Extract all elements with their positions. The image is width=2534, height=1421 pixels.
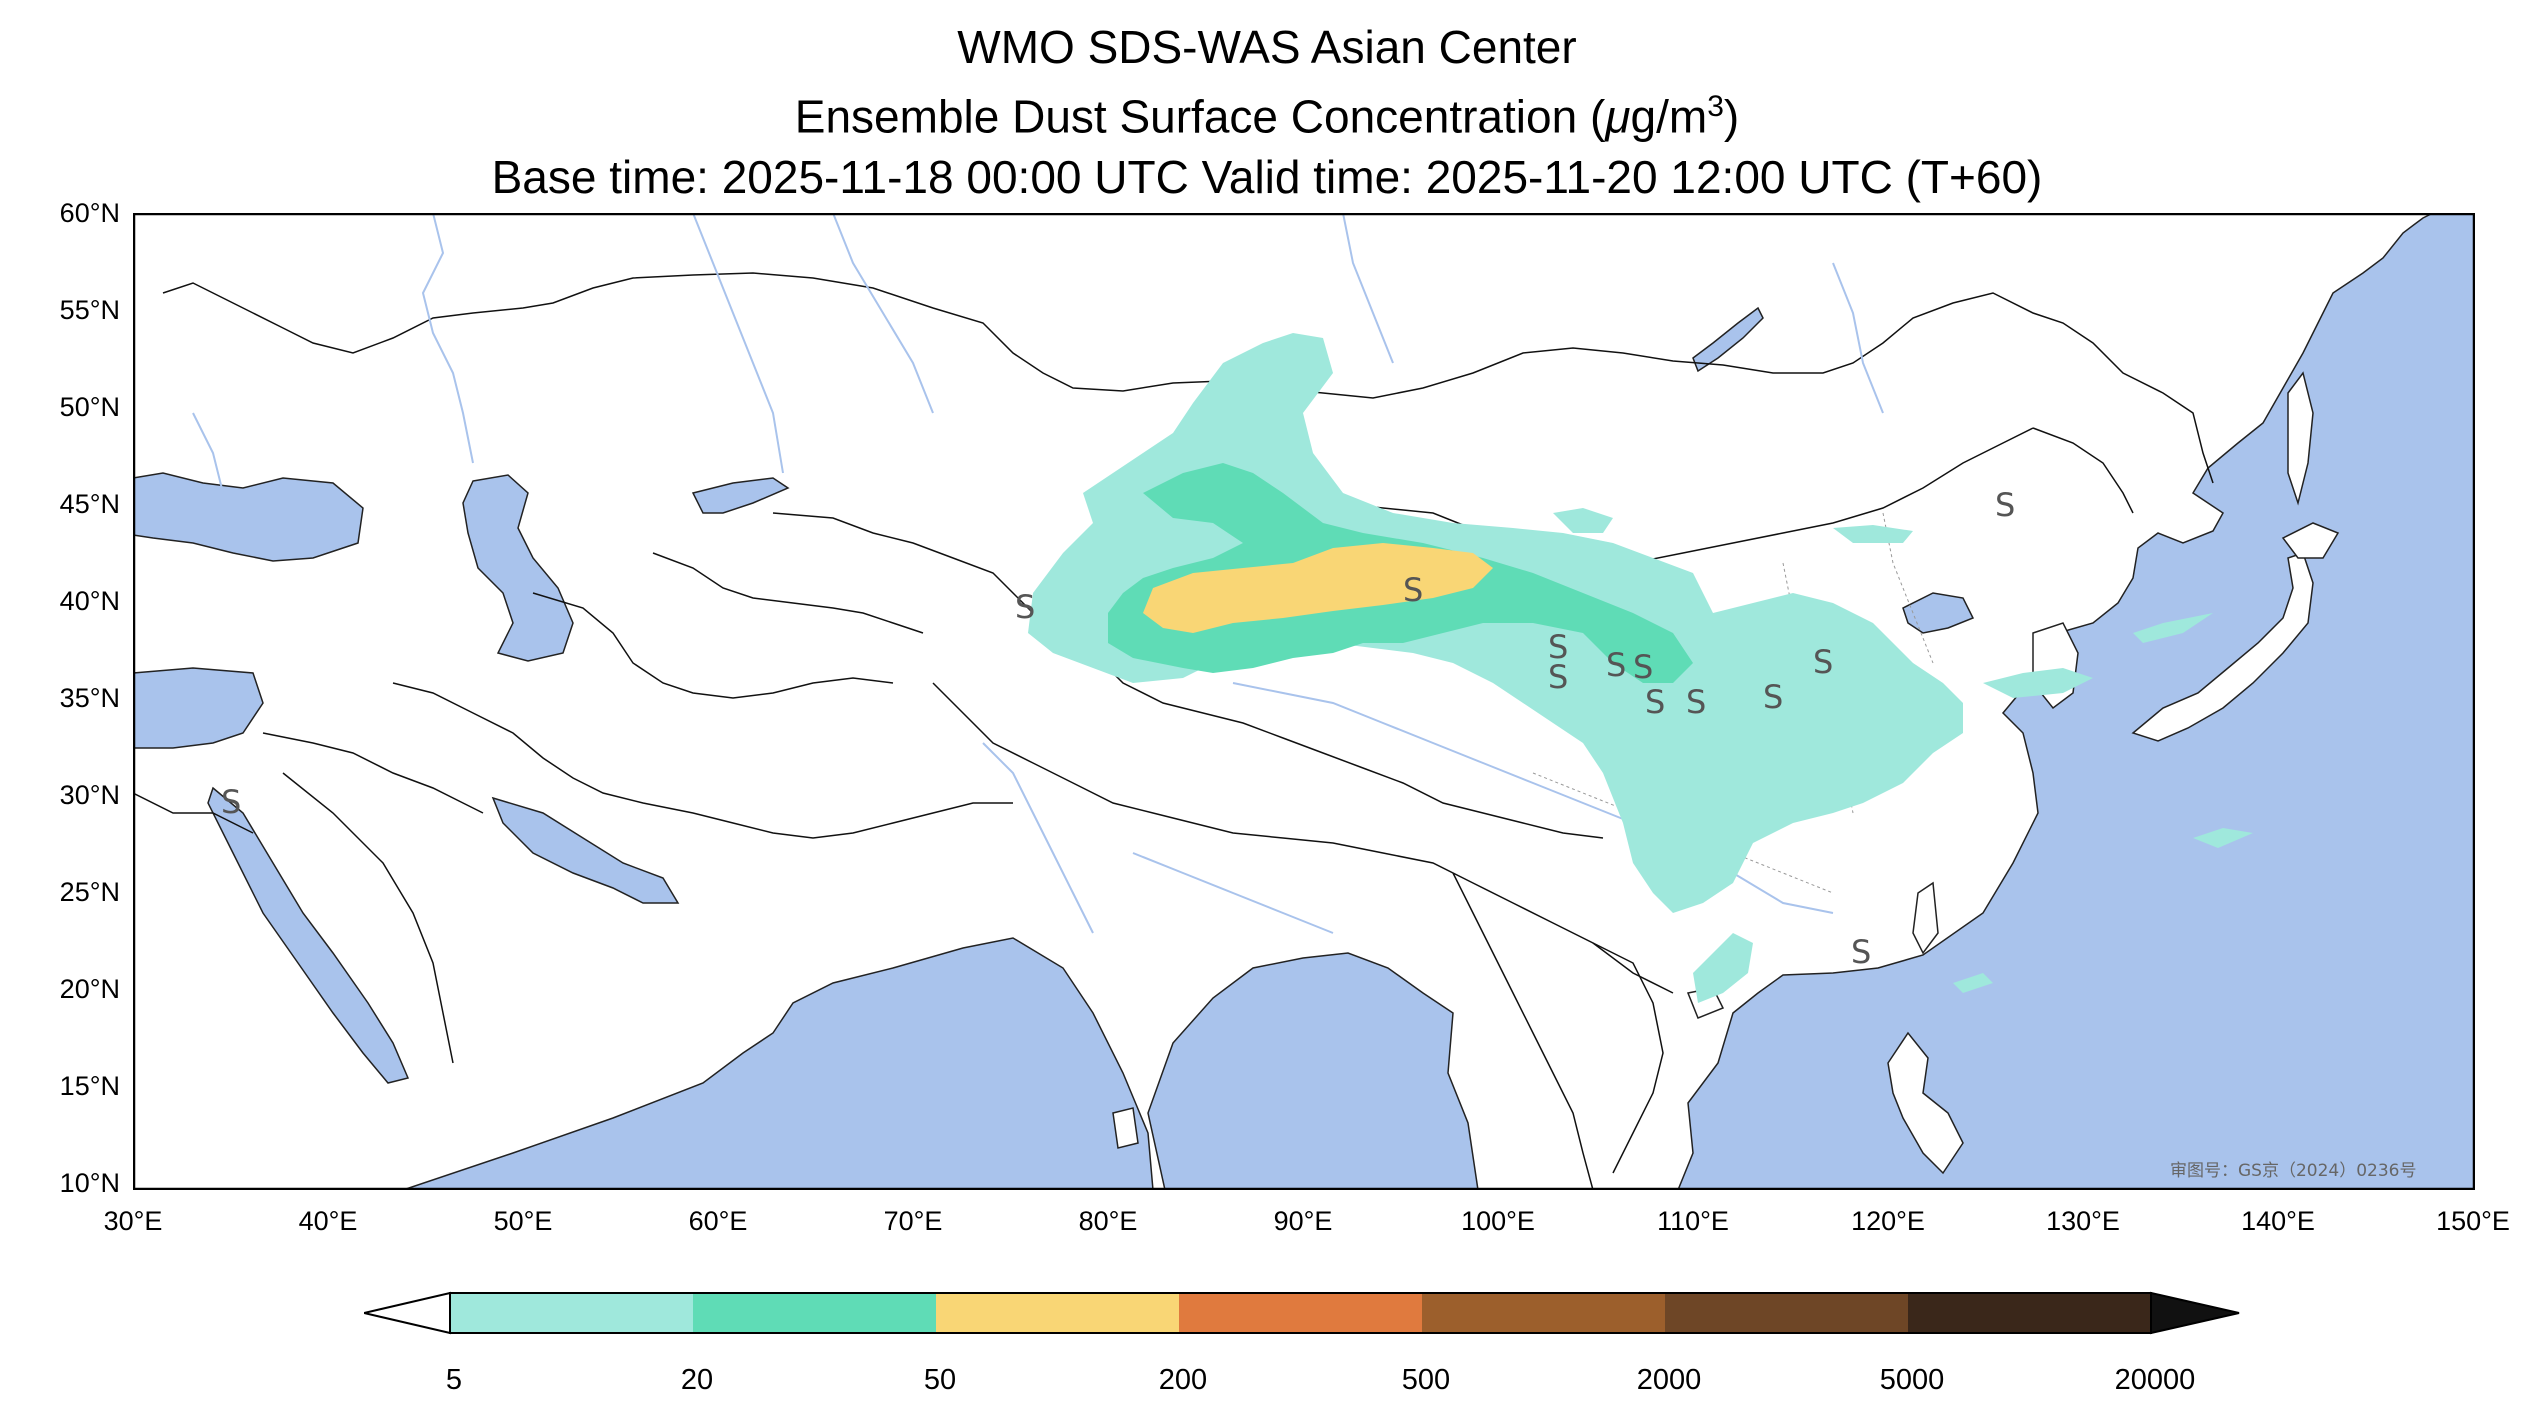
lat-tick-label: 60°N	[59, 198, 120, 228]
lon-tick-label: 120°E	[1851, 1206, 1925, 1236]
caspian-sea	[462, 474, 574, 662]
lake-balkhash	[691, 477, 790, 514]
subtitle-text: Ensemble Dust Surface Concentration (	[794, 90, 1606, 143]
lat-tick-label: 15°N	[59, 1071, 120, 1101]
lat-tick-label: 35°N	[59, 683, 120, 713]
subtitle-sup: 3	[1707, 90, 1724, 123]
station-marker: S	[1633, 648, 1653, 686]
colorbar-label: 2000	[1636, 1364, 1702, 1396]
dust-level-5-20-japan	[2133, 613, 2213, 643]
lon-tick-label: 60°E	[688, 1206, 748, 1236]
lat-tick-label: 30°N	[59, 780, 120, 810]
colorbar-segment	[693, 1293, 936, 1333]
colorbar-segment	[1665, 1293, 1908, 1333]
lon-tick-label: 110°E	[1657, 1206, 1729, 1236]
station-markers: S S S S S S S S S S S S S	[221, 486, 2015, 971]
sakhalin	[2287, 371, 2314, 506]
pacific-ocean	[1677, 213, 2475, 1190]
lon-tick-label: 150°E	[2436, 1206, 2510, 1236]
colorbar-segment	[1422, 1293, 1665, 1333]
lon-tick-label: 100°E	[1461, 1206, 1535, 1236]
bay-of-bengal	[1147, 952, 1479, 1190]
station-marker: S	[1606, 646, 1626, 684]
station-marker: S	[1645, 683, 1665, 721]
dust-level-5-20-ocean2	[1953, 973, 1993, 993]
colorbar-label: 50	[923, 1364, 957, 1396]
colorbar-label: 500	[1401, 1364, 1451, 1396]
lon-tick-label: 50°E	[493, 1206, 553, 1236]
colorbar-segment	[936, 1293, 1179, 1333]
colorbar-label: 200	[1158, 1364, 1208, 1396]
colorbar-extend-low	[364, 1291, 451, 1335]
mediterranean-sea	[133, 667, 264, 749]
colorbar-label: 20000	[2114, 1364, 2196, 1396]
subtitle-close: )	[1723, 90, 1740, 143]
map-approval-watermark: 审图号：GS京（2024）0236号	[2170, 1161, 2417, 1181]
colorbar-segment	[1179, 1293, 1422, 1333]
hokkaido	[2281, 522, 2340, 559]
lat-tick-label: 25°N	[59, 877, 120, 907]
map-subtitle: Ensemble Dust Surface Concentration (μg/…	[0, 90, 2534, 143]
dust-level-5-20-ocean	[2193, 828, 2253, 848]
lake-baikal	[1692, 306, 1764, 373]
colorbar-segment	[450, 1293, 693, 1333]
colorbar	[364, 1291, 2240, 1335]
persian-gulf	[491, 796, 680, 904]
lon-tick-label: 30°E	[103, 1206, 163, 1236]
lat-tick-label: 50°N	[59, 392, 120, 422]
colorbar-label: 20	[680, 1364, 714, 1396]
station-marker: S	[1813, 643, 1833, 681]
subtitle-unit: g/m	[1630, 90, 1708, 143]
lon-tick-label: 140°E	[2241, 1206, 2315, 1236]
red-sea	[207, 786, 410, 1084]
subtitle-mu: μ	[1605, 90, 1631, 143]
philippines	[1887, 1031, 1964, 1175]
station-marker: S	[1015, 588, 1035, 626]
lat-tick-label: 20°N	[59, 974, 120, 1004]
lat-tick-label: 55°N	[59, 295, 120, 325]
colorbar-frame	[449, 1292, 2152, 1334]
colorbar-segment	[1908, 1293, 2151, 1333]
sri-lanka	[1112, 1107, 1139, 1149]
dust-level-5-20-mongolia	[1553, 508, 1613, 533]
lon-tick-label: 130°E	[2046, 1206, 2120, 1236]
base-valid-time: Base time: 2025-11-18 00:00 UTC Valid ti…	[491, 151, 2043, 203]
lat-tick-label: 45°N	[59, 489, 120, 519]
lat-tick-label: 10°N	[59, 1168, 120, 1198]
colorbar-extend-high	[2150, 1291, 2240, 1335]
station-marker: S	[1548, 628, 1568, 666]
station-marker: S	[221, 783, 241, 821]
lon-tick-label: 40°E	[298, 1206, 358, 1236]
black-sea	[133, 472, 364, 562]
station-marker: S	[1763, 678, 1783, 716]
taiwan	[1912, 881, 1939, 955]
lon-tick-label: 70°E	[883, 1206, 943, 1236]
ocean-areas	[133, 213, 2475, 1190]
dust-level-50-200	[1143, 543, 1493, 633]
station-marker: S	[1686, 683, 1706, 721]
colorbar-label: 5	[445, 1364, 463, 1396]
colorbar-label: 5000	[1879, 1364, 1945, 1396]
dust-map: S S S S S S S S S S S S S	[133, 213, 2475, 1190]
map-frame	[133, 213, 2475, 1190]
map-title: WMO SDS-WAS Asian Center	[957, 21, 1577, 73]
bohai-sea	[1902, 592, 1975, 634]
dust-contours	[1028, 333, 2253, 1003]
arabian-sea	[402, 937, 1154, 1190]
station-marker: S	[1851, 933, 1871, 971]
station-marker: S	[1403, 571, 1423, 609]
dust-level-5-20-south	[1693, 933, 1753, 1003]
dust-level-5-20-mongolia2	[1833, 525, 1913, 543]
lon-tick-label: 80°E	[1078, 1206, 1138, 1236]
dust-level-5-20-east	[1983, 668, 2093, 698]
station-marker: S	[1995, 486, 2015, 524]
station-marker: S	[1548, 658, 1568, 696]
lat-tick-label: 40°N	[59, 586, 120, 616]
lon-tick-label: 90°E	[1273, 1206, 1333, 1236]
